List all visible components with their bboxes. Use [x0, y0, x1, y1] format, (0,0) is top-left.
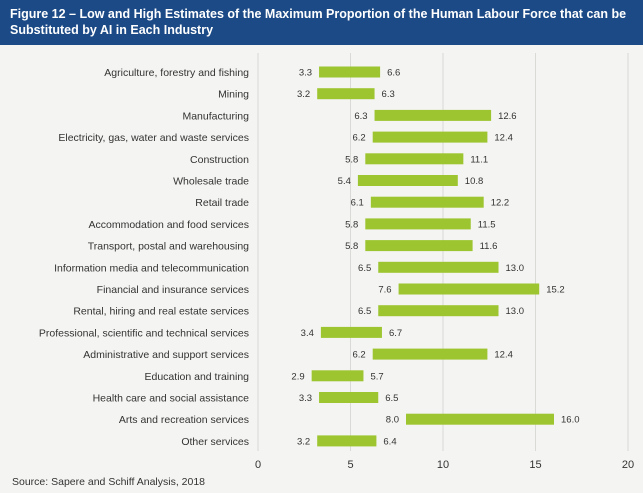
range-bar — [317, 88, 375, 100]
high-value-label: 6.5 — [385, 393, 398, 404]
high-value-label: 16.0 — [561, 415, 580, 426]
low-value-label: 3.3 — [299, 68, 312, 79]
category-label: Transport, postal and warehousing — [88, 241, 249, 253]
high-value-label: 11.1 — [470, 154, 488, 165]
category-label: Electricity, gas, water and waste servic… — [58, 132, 249, 144]
low-value-label: 6.5 — [358, 306, 371, 317]
range-bar — [319, 392, 379, 403]
range-bar — [370, 196, 484, 208]
category-label: Health care and social assistance — [93, 393, 250, 405]
high-value-label: 13.0 — [506, 263, 525, 274]
low-value-label: 2.9 — [291, 371, 304, 382]
range-bar — [357, 175, 458, 186]
low-value-label: 6.3 — [354, 111, 367, 122]
range-bar — [365, 240, 473, 252]
category-label: Education and training — [145, 371, 250, 383]
low-value-label: 7.6 — [378, 285, 391, 296]
low-value-label: 6.1 — [351, 198, 364, 209]
high-value-label: 12.2 — [491, 198, 510, 209]
high-value-label: 6.3 — [382, 89, 395, 100]
low-value-label: 5.4 — [338, 176, 351, 187]
category-label: Professional, scientific and technical s… — [39, 327, 249, 339]
range-bar — [319, 66, 381, 78]
category-label: Information media and telecommunication — [54, 262, 249, 274]
category-label: Agriculture, forestry and fishing — [104, 67, 249, 79]
high-value-label: 5.7 — [370, 371, 383, 382]
low-value-label: 5.8 — [345, 241, 358, 252]
category-label: Construction — [190, 154, 249, 166]
category-label: Retail trade — [195, 197, 249, 209]
low-value-label: 6.2 — [352, 133, 365, 144]
category-label: Mining — [218, 89, 249, 101]
range-bar — [317, 435, 377, 447]
low-value-label: 5.8 — [345, 154, 358, 165]
high-value-label: 6.4 — [383, 436, 396, 447]
category-label: Manufacturing — [182, 110, 249, 122]
high-value-label: 12.4 — [494, 350, 513, 361]
range-bar — [320, 326, 382, 338]
chart-title: Figure 12 – Low and High Estimates of th… — [0, 0, 643, 45]
low-value-label: 3.2 — [297, 436, 310, 447]
source-note: Source: Sapere and Schiff Analysis, 2018 — [12, 476, 206, 488]
x-tick-label: 15 — [529, 459, 541, 471]
high-value-label: 10.8 — [465, 176, 484, 187]
low-value-label: 8.0 — [386, 415, 399, 426]
x-tick-label: 0 — [255, 459, 261, 471]
high-value-label: 6.6 — [387, 68, 400, 79]
low-value-label: 6.2 — [352, 350, 365, 361]
category-label: Accommodation and food services — [89, 219, 250, 231]
low-value-label: 3.3 — [299, 393, 312, 404]
range-bar — [311, 370, 364, 382]
range-bar — [378, 261, 499, 273]
high-value-label: 12.6 — [498, 111, 516, 122]
high-value-label: 12.4 — [494, 133, 513, 144]
chart-plot: 05101520PercentAgriculture, forestry and… — [39, 53, 634, 471]
category-label: Rental, hiring and real estate services — [73, 306, 249, 318]
range-bar — [406, 413, 554, 425]
high-value-label: 11.5 — [478, 219, 496, 230]
high-value-label: 13.0 — [506, 306, 525, 317]
category-label: Financial and insurance services — [97, 284, 249, 296]
x-tick-label: 20 — [622, 459, 634, 471]
x-tick-label: 10 — [437, 459, 449, 471]
range-bar — [378, 305, 499, 317]
low-value-label: 5.8 — [345, 219, 358, 230]
range-bar — [365, 218, 471, 230]
high-value-label: 11.6 — [480, 241, 498, 252]
x-tick-label: 5 — [347, 459, 353, 471]
low-value-label: 6.5 — [358, 263, 371, 274]
range-bar — [398, 283, 540, 295]
high-value-label: 15.2 — [546, 285, 565, 296]
low-value-label: 3.4 — [301, 328, 314, 339]
category-label: Wholesale trade — [173, 176, 249, 188]
category-label: Other services — [181, 436, 249, 448]
range-bar — [372, 348, 488, 360]
category-label: Arts and recreation services — [119, 414, 249, 426]
category-label: Administrative and support services — [83, 349, 249, 361]
high-value-label: 6.7 — [389, 328, 402, 339]
low-value-label: 3.2 — [297, 89, 310, 100]
range-bar — [365, 153, 464, 165]
range-bar — [372, 131, 488, 143]
range-bar — [374, 109, 492, 121]
